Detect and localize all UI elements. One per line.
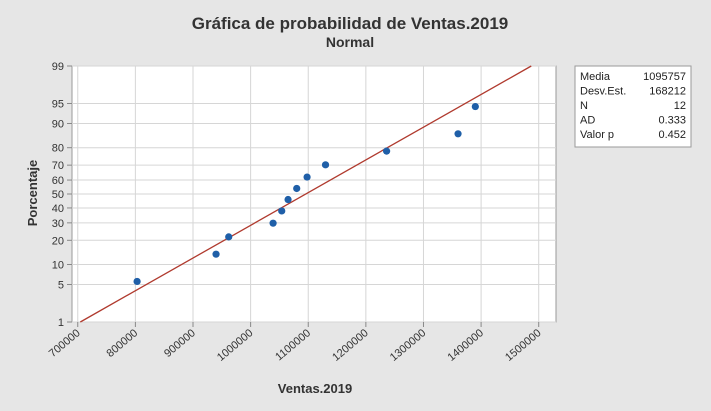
y-tick-label: 80 [52, 143, 64, 155]
stats-value: 12 [674, 100, 686, 112]
x-tick-label: 1200000 [330, 327, 371, 364]
stats-value: 0.333 [658, 115, 686, 127]
fit-line-layer [79, 65, 532, 323]
fit-line [79, 65, 532, 323]
y-tick-label: 30 [52, 218, 64, 230]
chart-subtitle: Normal [326, 34, 374, 50]
stats-rows: Media 1095757 Desv.Est. 168212 N 12 AD 0.333 Val… [580, 71, 686, 141]
x-tick-label: 700000 [47, 327, 83, 360]
x-axis-label: Ventas.2019 [278, 381, 352, 396]
x-tick-label: 1000000 [215, 327, 256, 364]
stats-label: AD [580, 115, 595, 127]
data-points [133, 102, 479, 286]
data-point [293, 184, 301, 193]
stats-label: N [580, 100, 588, 112]
x-tick-label: 800000 [104, 327, 140, 360]
y-tick-label: 40 [52, 203, 64, 215]
y-tick-label: 95 [52, 98, 64, 110]
stats-value: 0.452 [658, 129, 686, 141]
stats-value: 168212 [649, 86, 686, 98]
chart-title: Gráfica de probabilidad de Ventas.2019 [192, 14, 509, 33]
x-tick-label: 900000 [162, 327, 198, 360]
data-point [471, 102, 479, 111]
stats-box: Media 1095757 Desv.Est. 168212 N 12 AD 0.333 Val… [574, 65, 692, 148]
x-tick-label: 1400000 [446, 327, 487, 364]
data-point [284, 195, 292, 204]
data-point [225, 233, 233, 241]
stats-value: 1095757 [643, 71, 686, 83]
data-point [321, 161, 330, 169]
y-tick-label: 99 [52, 61, 64, 73]
data-point [383, 147, 391, 155]
y-tick-label: 10 [52, 260, 64, 272]
y-tick-label: 50 [52, 189, 64, 201]
y-tick-label: 5 [58, 280, 64, 292]
x-tick-label: 1300000 [388, 327, 429, 364]
x-tick-label: 1500000 [503, 327, 544, 364]
data-point [303, 173, 311, 181]
data-point [133, 277, 141, 286]
stats-label: Media [580, 71, 611, 83]
y-tick-label: 70 [52, 160, 64, 172]
data-point [454, 130, 462, 138]
data-point [269, 219, 277, 227]
x-tick-label: 1100000 [273, 327, 313, 363]
y-tick-label: 60 [52, 175, 64, 187]
y-tick-labels: 1 5 10 20 30 40 50 60 70 80 90 95 99 [52, 61, 72, 329]
stats-label: Desv.Est. [580, 86, 626, 98]
data-point [212, 250, 220, 258]
x-tick-labels: 700000 800000 900000 1000000 1100000 1200000 1… [47, 322, 544, 364]
stats-box-frame [574, 65, 692, 148]
y-tick-label: 20 [52, 235, 64, 247]
y-tick-label: 90 [52, 118, 64, 130]
y-axis-label: Porcentaje [25, 160, 40, 226]
grid [72, 65, 556, 323]
data-point [278, 207, 286, 215]
stats-label: Valor p [580, 129, 614, 141]
y-tick-label: 1 [58, 317, 64, 329]
